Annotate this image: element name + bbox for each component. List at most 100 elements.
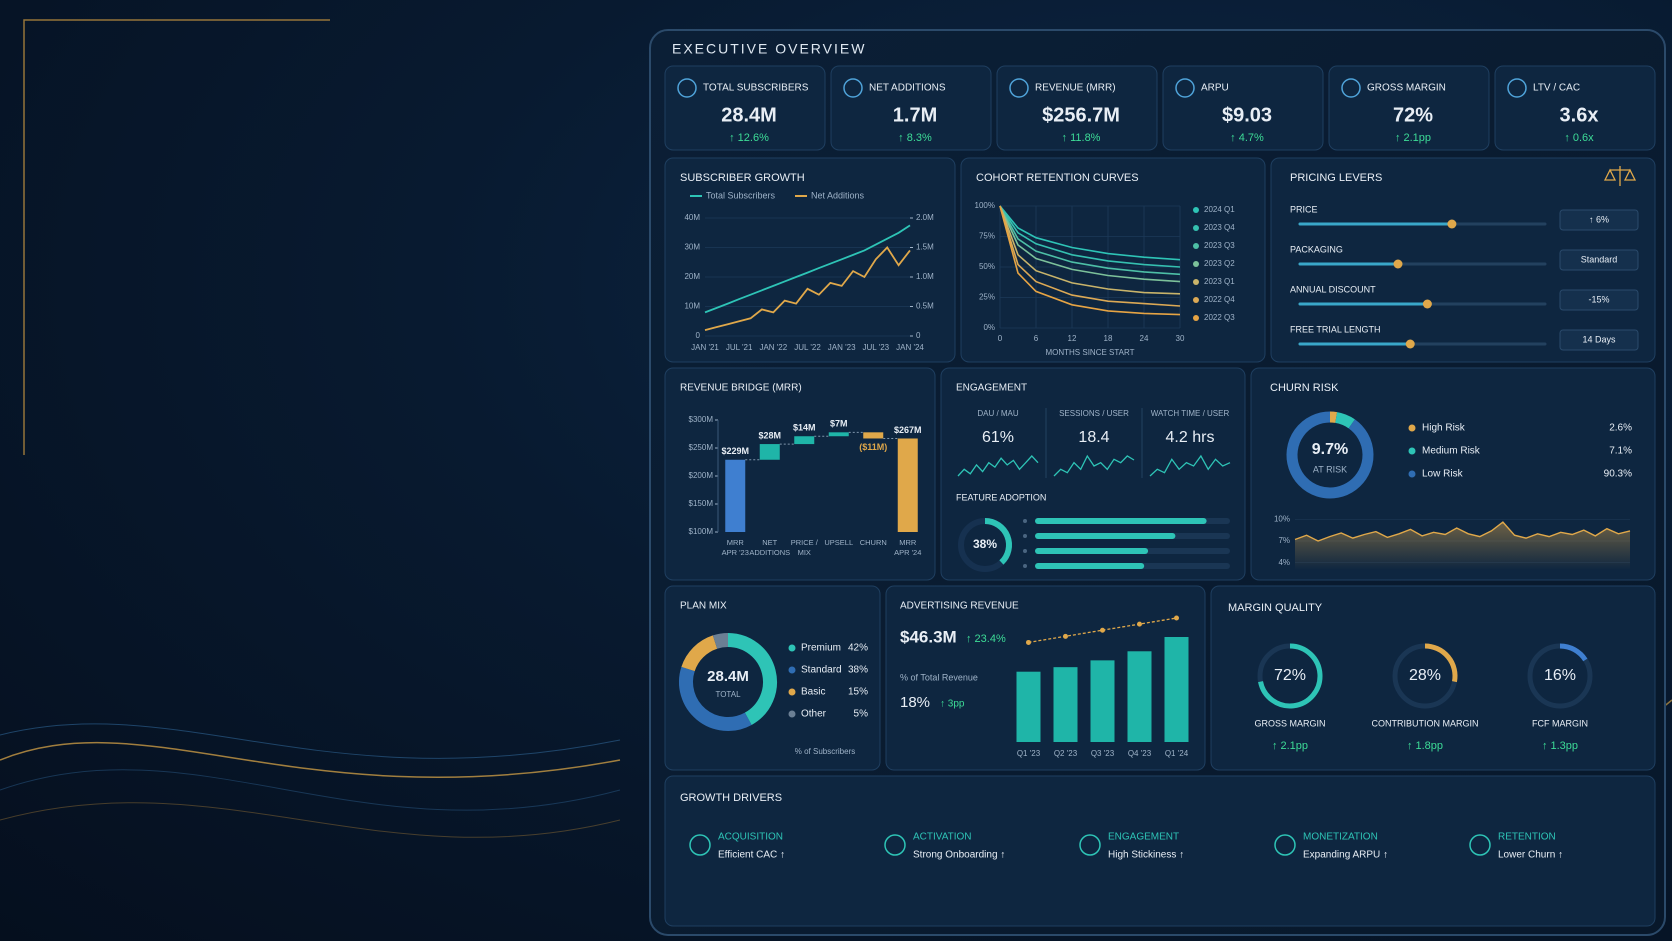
driver-label: RETENTION <box>1498 832 1556 843</box>
legend-dot <box>1193 297 1199 303</box>
gold-wave <box>0 741 621 779</box>
donut-segment <box>681 635 718 672</box>
legend-value: 7.1% <box>1609 446 1632 457</box>
share-label: % of Total Revenue <box>900 672 978 682</box>
card <box>1494 65 1656 151</box>
kpi-change: ↑ 4.7% <box>1230 132 1264 144</box>
cohort-curve <box>999 205 1181 316</box>
sparkline <box>957 455 1039 477</box>
value-label: $229M <box>721 446 749 456</box>
bridge-bar <box>897 438 918 532</box>
setting-value: 14 Days <box>1582 334 1616 344</box>
value-label: ($11M) <box>859 442 887 452</box>
y-tick-label: 0 <box>696 331 701 340</box>
card <box>885 585 1206 771</box>
x-tick-label: NET <box>762 538 777 547</box>
legend-label: 2022 Q4 <box>1204 295 1235 304</box>
x-tick-label: 30 <box>1176 334 1185 343</box>
x-tick-label: 12 <box>1068 334 1077 343</box>
metric-value: 18.4 <box>1078 429 1109 446</box>
donut-segment <box>1334 412 1355 429</box>
y-tick-label: 20M <box>684 272 700 281</box>
driver-icon <box>1469 834 1491 856</box>
panel-title: MARGIN QUALITY <box>1228 602 1323 614</box>
kpi-icon <box>677 78 697 98</box>
kpi-label: LTV / CAC <box>1533 83 1580 94</box>
setting-badge[interactable] <box>1559 329 1639 351</box>
legend-dot <box>788 666 796 674</box>
legend-label: 2022 Q3 <box>1204 313 1235 322</box>
driver-detail: High Stickiness ↑ <box>1108 850 1184 861</box>
card <box>664 775 1656 927</box>
x-tick-label: APR '23 <box>722 548 749 557</box>
x-axis-label: MONTHS SINCE START <box>1045 348 1134 357</box>
share-point <box>1063 633 1068 639</box>
y2-tick-label: 1.0M <box>916 272 934 281</box>
kpi-label: TOTAL SUBSCRIBERS <box>703 83 809 94</box>
slider-knob[interactable] <box>1447 219 1457 229</box>
setting-badge[interactable] <box>1559 249 1639 271</box>
legend-dot <box>1193 315 1199 321</box>
x-tick-label: MRR <box>727 538 745 547</box>
gauge-change: ↑ 1.8pp <box>1407 740 1443 752</box>
center-label: TOTAL <box>715 690 741 699</box>
card <box>1210 585 1656 771</box>
legend-dot <box>1408 470 1416 478</box>
lever-label: ANNUAL DISCOUNT <box>1290 284 1376 294</box>
panel-title: GROWTH DRIVERS <box>680 792 782 804</box>
x-tick-label: UPSELL <box>824 538 853 547</box>
share-point <box>1026 639 1031 645</box>
slider-knob[interactable] <box>1393 259 1403 269</box>
driver-icon <box>689 834 711 856</box>
ad-bar <box>1090 660 1115 742</box>
legend-dot <box>788 644 796 652</box>
legend-dot <box>1193 243 1199 249</box>
kpi-icon <box>843 78 863 98</box>
setting-badge[interactable] <box>1559 209 1639 231</box>
legend-label: Standard <box>801 665 842 676</box>
lever-label: PACKAGING <box>1290 244 1343 254</box>
value-label: $7M <box>830 419 848 429</box>
legend-label: 2024 Q1 <box>1204 205 1235 214</box>
cohort-curve <box>999 205 1181 295</box>
x-tick-label: JAN '24 <box>896 343 924 352</box>
slider-knob[interactable] <box>1405 339 1415 349</box>
legend-value: 38% <box>848 665 868 676</box>
bar-dot <box>1023 534 1027 538</box>
adoption-bar <box>1035 518 1207 524</box>
x-tick-label: CHURN <box>860 538 887 547</box>
bridge-bar <box>725 459 746 532</box>
legend-label: 2023 Q1 <box>1204 277 1235 286</box>
kpi-change: ↑ 0.6x <box>1564 132 1594 144</box>
share-point <box>1137 621 1142 627</box>
y-tick-label: 75% <box>979 232 995 241</box>
headline-value: $46.3M <box>900 627 957 646</box>
panel-title: ENGAGEMENT <box>956 383 1027 394</box>
panel-title: REVENUE BRIDGE (MRR) <box>680 383 802 394</box>
x-tick-label: Q2 '23 <box>1054 749 1078 758</box>
kpi-change: ↑ 8.3% <box>898 132 932 144</box>
gauge-arc <box>1559 643 1588 662</box>
sparkline <box>1149 454 1231 477</box>
legend-label: Other <box>801 709 827 720</box>
setting-value: -15% <box>1588 294 1609 304</box>
kpi-change: ↑ 12.6% <box>729 132 769 144</box>
driver-label: MONETIZATION <box>1303 832 1378 843</box>
x-tick-label: PRICE / <box>791 538 819 547</box>
y-tick-label: 40M <box>684 213 700 222</box>
share-point <box>1100 627 1105 633</box>
driver-icon <box>1079 834 1101 856</box>
adoption-bar <box>1035 533 1176 539</box>
x-tick-label: JUL '22 <box>794 343 821 352</box>
gauge-arc <box>1424 643 1458 683</box>
share-point <box>1174 615 1179 621</box>
legend-value: 2.6% <box>1609 423 1632 434</box>
y2-tick-label: 1.5M <box>916 243 934 252</box>
legend-value: 42% <box>848 643 868 654</box>
share-value: 18% <box>900 694 930 711</box>
x-tick-label: 0 <box>998 334 1003 343</box>
x-tick-label: JUL '23 <box>863 343 890 352</box>
setting-badge[interactable] <box>1559 289 1639 311</box>
slider-knob[interactable] <box>1422 299 1432 309</box>
center-value: 28.4M <box>707 668 749 685</box>
